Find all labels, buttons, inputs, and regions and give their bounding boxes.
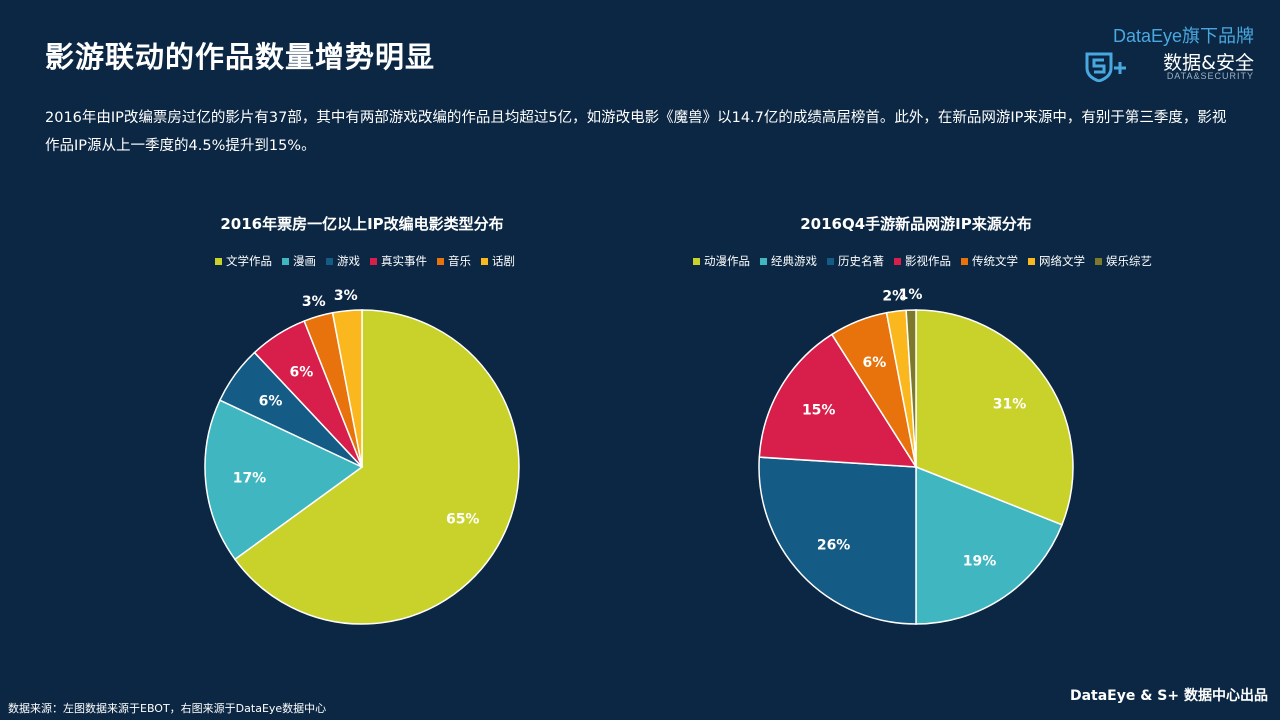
legend-label: 动漫作品 [704, 254, 750, 268]
legend-item: 真实事件 [370, 253, 427, 269]
pie-data-label: 1% [899, 287, 923, 303]
pie-data-label: 17% [233, 471, 267, 487]
legend-item: 历史名著 [827, 253, 884, 269]
pie-slice [758, 333, 918, 468]
legend-swatch [760, 257, 767, 265]
legend-item: 话剧 [481, 253, 515, 269]
legend-label: 传统文学 [972, 254, 1018, 268]
source-note: 数据来源：左图数据来源于EBOT，右图来源于DataEye数据中心 [8, 702, 327, 715]
pie-slice [915, 309, 1074, 526]
pie-slice [204, 399, 364, 561]
legend-label: 经典游戏 [771, 254, 817, 268]
legend-item: 影视作品 [894, 253, 951, 269]
brand-top-text: DataEye旗下品牌 [1112, 26, 1254, 46]
legend-label: 影视作品 [905, 254, 951, 268]
legend-item: 经典游戏 [760, 253, 817, 269]
brand-block: DataEye旗下品牌 数据&安全 DATA&SECURITY [1054, 20, 1254, 85]
legend-item: 网络文学 [1028, 253, 1085, 269]
pie-data-label: 3% [334, 288, 358, 304]
legend-item: 娱乐综艺 [1095, 253, 1152, 269]
legend-label: 真实事件 [381, 254, 427, 268]
legend-swatch [693, 257, 700, 265]
legend-label: 网络文学 [1039, 254, 1085, 268]
legend-label: 音乐 [448, 254, 471, 268]
legend-item: 游戏 [326, 253, 360, 269]
legend-item: 漫画 [282, 253, 316, 269]
pie-data-label: 26% [817, 537, 851, 553]
legend-item: 音乐 [437, 253, 471, 269]
legend-label: 历史名著 [838, 254, 884, 268]
footer-credit: DataEye & S+ 数据中心出品 [1069, 688, 1268, 704]
pie-data-label: 3% [302, 294, 326, 310]
chart-1-title: 2016年票房一亿以上IP改编电影类型分布 [220, 215, 504, 233]
chart-2-legend: 动漫作品 经典游戏 历史名著 影视作品 传统文学 网络文学 娱乐综艺 [693, 253, 1152, 269]
legend-swatch [827, 257, 834, 265]
legend-swatch [961, 257, 968, 265]
legend-item: 文学作品 [215, 253, 272, 269]
legend-label: 文学作品 [226, 254, 272, 268]
pie-data-label: 19% [963, 553, 997, 569]
pie-data-label: 65% [446, 511, 480, 527]
pie-data-label: 2% [882, 288, 906, 304]
legend-item: 传统文学 [961, 253, 1018, 269]
pie-data-label: 6% [290, 365, 314, 381]
chart-2-title: 2016Q4手游新品网游IP来源分布 [800, 215, 1032, 233]
legend-swatch [215, 257, 222, 265]
brand-cn-text: 数据&安全 [1163, 52, 1254, 74]
pie-slice [331, 309, 363, 468]
legend-swatch [282, 257, 289, 265]
page-title: 影游联动的作品数量增势明显 [45, 40, 436, 74]
pie-data-label: 6% [259, 394, 283, 410]
legend-label: 话剧 [492, 254, 515, 268]
legend-label: 娱乐综艺 [1106, 254, 1152, 268]
legend-item: 动漫作品 [693, 253, 750, 269]
legend-swatch [437, 257, 444, 265]
page-description: 2016年由IP改编票房过亿的影片有37部，其中有两部游戏改编的作品且均超过5亿… [45, 110, 1227, 154]
legend-swatch [1028, 257, 1035, 265]
legend-swatch [481, 257, 488, 265]
pie-slice [915, 465, 1063, 625]
pie-slice [233, 309, 520, 625]
legend-swatch [1095, 257, 1102, 265]
pie-data-label: 6% [862, 355, 886, 371]
legend-label: 漫画 [293, 254, 316, 268]
pie-slice [758, 456, 917, 625]
chart-1-legend: 文学作品 漫画 游戏 真实事件 音乐 话剧 [215, 253, 515, 269]
legend-swatch [894, 257, 901, 265]
s-plus-shield-icon [1085, 52, 1126, 82]
legend-label: 游戏 [337, 254, 360, 268]
legend-swatch [326, 257, 333, 265]
pie-slice [905, 309, 917, 468]
pie-data-label: 31% [993, 396, 1027, 412]
brand-en-text: DATA&SECURITY [1166, 71, 1254, 81]
legend-swatch [370, 257, 377, 265]
pie-data-label: 15% [802, 402, 836, 418]
